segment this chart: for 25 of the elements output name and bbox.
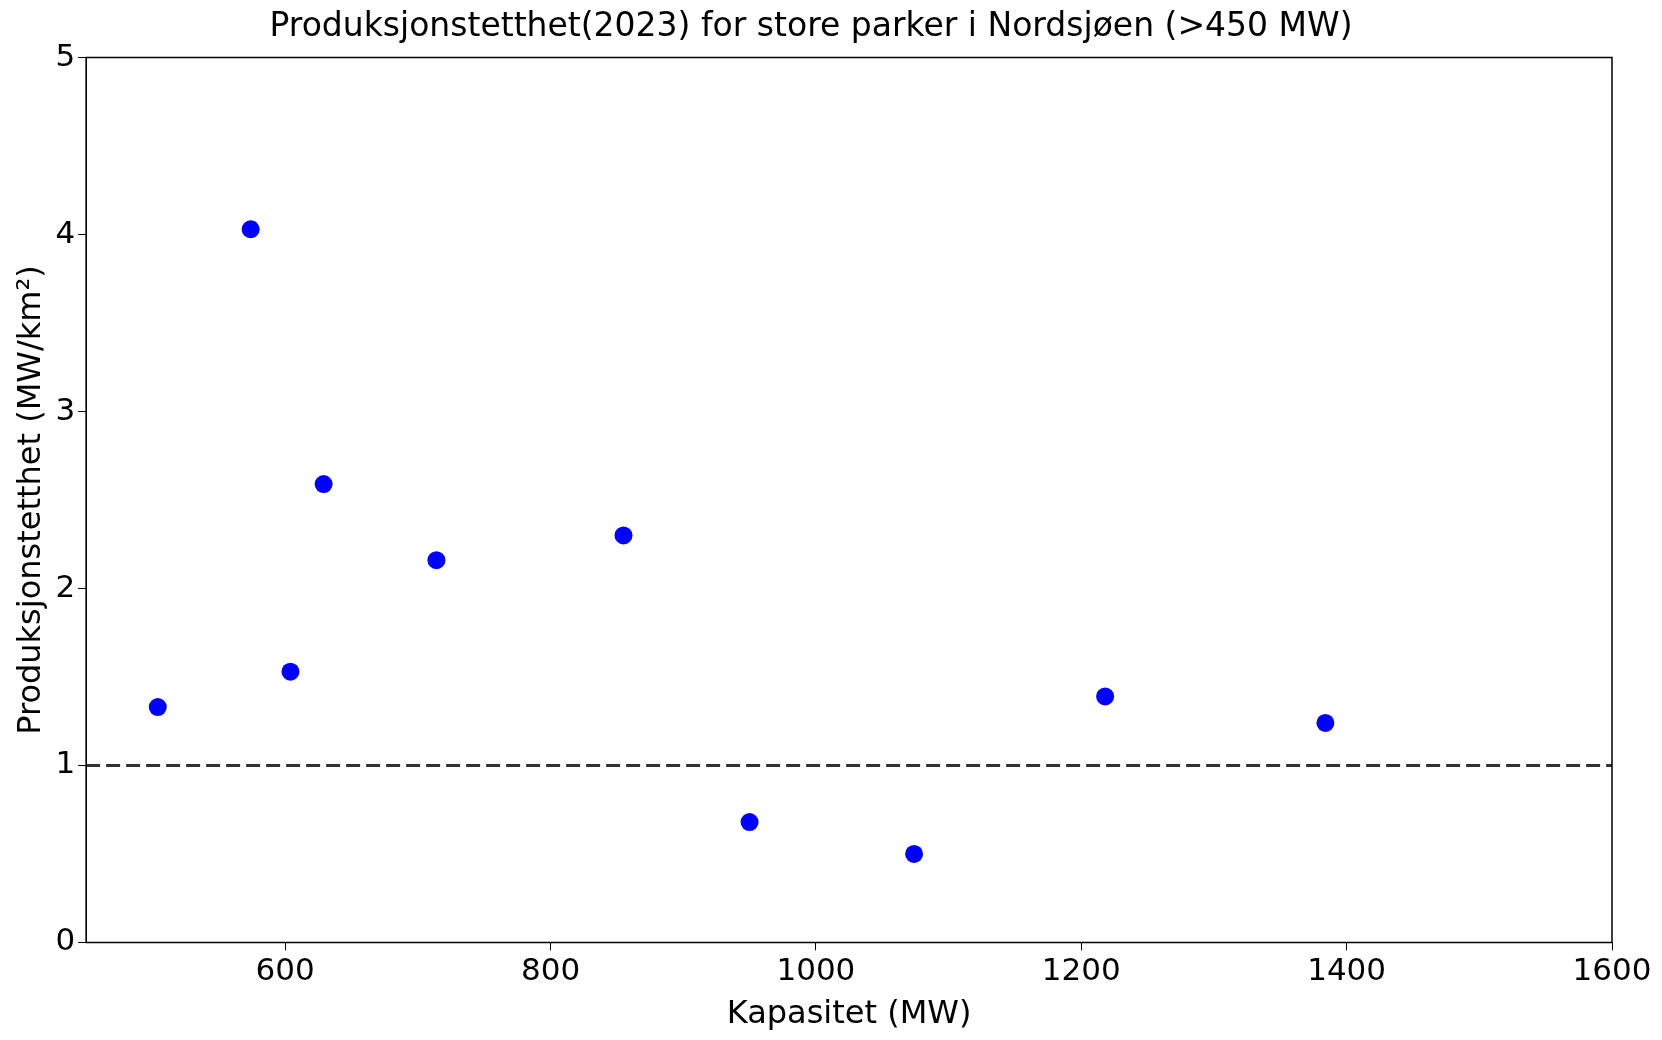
point — [314, 475, 333, 494]
x-axis-title: Kapasitet (MW) — [726, 993, 972, 1032]
y-tick-label: 4 — [55, 213, 76, 250]
point — [614, 526, 633, 545]
x-tick-label: 600 — [255, 951, 315, 988]
y-tick-label: 3 — [55, 390, 76, 427]
point — [427, 551, 446, 570]
point — [740, 813, 759, 832]
y-tick-label: 5 — [55, 36, 76, 73]
point — [241, 220, 260, 239]
point — [148, 698, 167, 717]
y-axis-title: Produksjonstetthet (MW/km²) — [9, 265, 48, 735]
chart-title: Produksjonstetthet(2023) for store parker i Nordsjøen (>450 MW) — [269, 5, 1353, 45]
x-tick-label: 1600 — [1572, 951, 1652, 988]
point — [905, 844, 924, 863]
point — [281, 662, 300, 681]
point — [1316, 713, 1335, 732]
x-tick-label: 1000 — [776, 951, 856, 988]
point — [1096, 687, 1115, 706]
x-tick-label: 1400 — [1307, 951, 1387, 988]
x-tick-label: 1200 — [1041, 951, 1121, 988]
y-tick-label: 2 — [55, 567, 76, 604]
y-tick-label: 1 — [55, 744, 76, 781]
y-tick-label: 0 — [55, 921, 76, 958]
x-tick-label: 800 — [520, 951, 581, 988]
